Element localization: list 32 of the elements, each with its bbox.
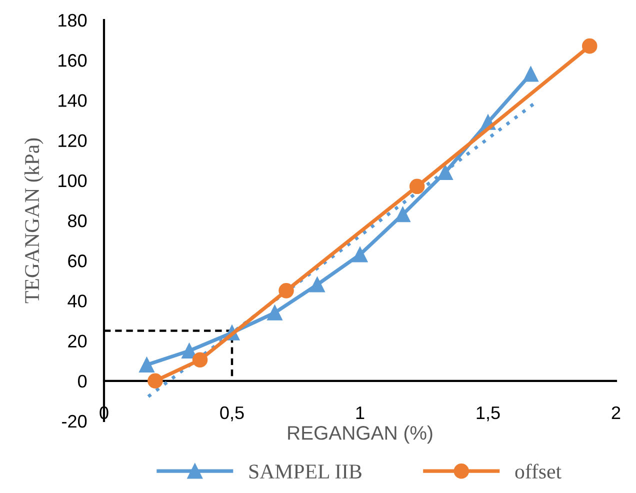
point [409,178,425,194]
y-tick-label: 140 [58,94,87,107]
x-tick-label: 0,5 [220,406,244,422]
y-tick-label: 80 [68,214,87,228]
x-tick-label: 2 [612,406,620,419]
x-tick-label: 1 [356,406,364,419]
y-tick-label: 100 [58,174,87,188]
point [438,164,453,180]
y-tick-label: 60 [68,254,87,268]
point [267,305,282,320]
point [192,352,208,368]
point [395,206,410,222]
y-axis-title: TEGANGAN (kPa) [24,138,44,304]
y-tick-label: 0 [78,374,87,388]
point [139,357,154,372]
y-tick-label: 160 [58,54,87,67]
y-tick-label: 40 [68,294,87,308]
point [582,38,598,54]
point [523,66,538,82]
point [352,246,368,262]
x-axis-title: REGANGAN (%) [288,426,432,444]
point [310,277,325,292]
point [148,373,163,389]
legend-label: SAMPEL IIB [249,464,362,479]
y-tick-label: 180 [58,14,87,27]
x-tick-label: 1,5 [476,406,500,422]
legend-label: offset [515,464,562,479]
point [278,283,294,298]
y-tick-label: 120 [58,134,87,148]
y-tick-label: 20 [68,334,87,348]
y-tick-label: -20 [62,414,87,428]
point [182,343,197,358]
